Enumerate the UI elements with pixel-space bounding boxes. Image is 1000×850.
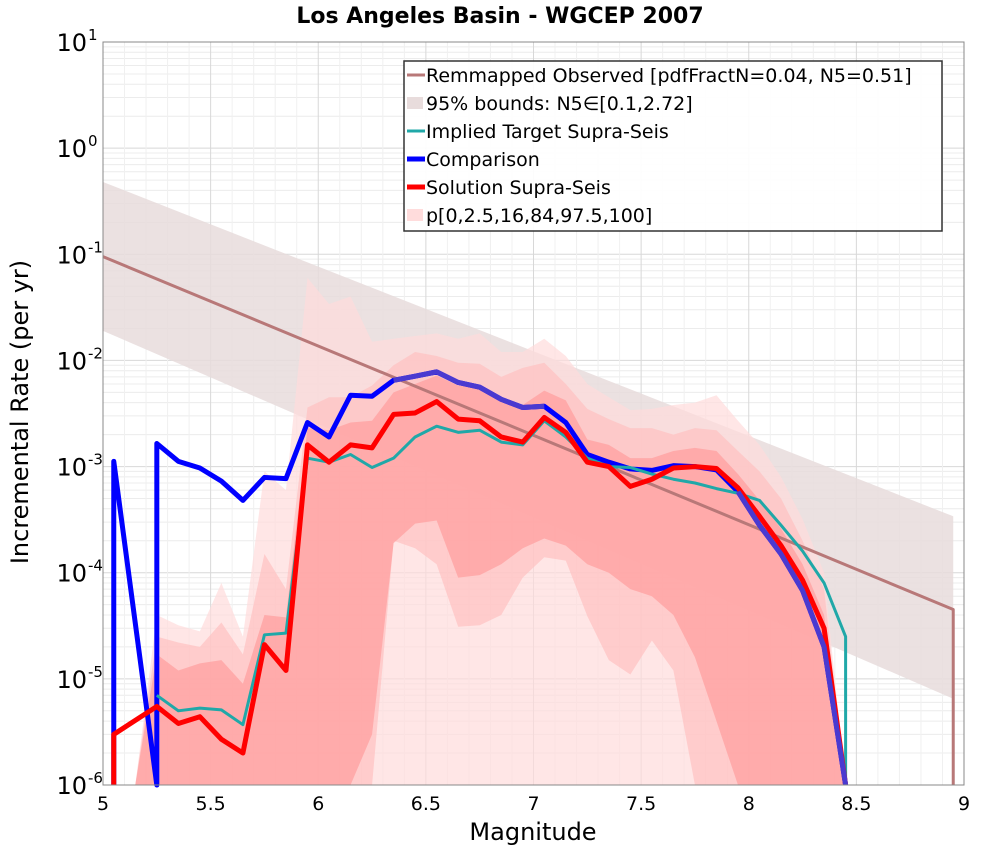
implied-target-line: [155, 419, 848, 785]
y-tick-exponent: -3: [88, 451, 103, 469]
y-tick-label: 10: [56, 29, 87, 57]
y-tick-exponent: -2: [88, 344, 103, 362]
x-tick-label: 9: [958, 793, 970, 815]
solution-line: [111, 399, 849, 786]
y-tick-exponent: -5: [88, 663, 103, 681]
y-tick-exponent: -6: [88, 769, 103, 787]
y-axis-label: Incremental Rate (per yr): [6, 260, 34, 564]
x-tick-label: 8.5: [841, 793, 871, 815]
x-tick-label: 5.5: [196, 793, 226, 815]
legend-swatch-patch: [407, 97, 423, 109]
x-tick-label: 5: [97, 793, 109, 815]
legend: Remmapped Observed [pdfFractN=0.04, N5=0…: [403, 60, 943, 232]
legend-swatch-patch: [407, 209, 423, 221]
remapped-observed-line: [102, 255, 955, 785]
y-tick-label: 10: [56, 454, 87, 482]
x-tick-label: 8: [743, 793, 755, 815]
y-tick-label: 10: [56, 772, 87, 800]
chart-title: Los Angeles Basin - WGCEP 2007: [296, 4, 703, 29]
x-tick-label: 6.5: [411, 793, 441, 815]
y-tick-exponent: -4: [88, 557, 103, 575]
y-tick-label: 10: [56, 666, 87, 694]
x-tick-labels: 5 5.5 6 6.5 7 7.5 8 8.5 9: [97, 793, 970, 815]
series-lines: [102, 255, 955, 788]
x-tick-label: 7.5: [626, 793, 656, 815]
legend-entry-label: Comparison: [426, 149, 540, 171]
legend-entry-label: 95% bounds: N5∈[0.1,2.72]: [426, 93, 693, 115]
legend-entry-label: Remmapped Observed [pdfFractN=0.04, N5=0…: [426, 65, 912, 87]
x-tick-label: 6: [312, 793, 324, 815]
y-tick-exponent: 0: [88, 132, 98, 150]
y-tick-label: 10: [56, 241, 87, 269]
y-tick-label: 10: [56, 560, 87, 588]
comparison-overlap-line: [735, 490, 849, 786]
legend-entry-label: Solution Supra-Seis: [426, 177, 611, 199]
legend-entry-label: p[0,2.5,16,84,97.5,100]: [426, 205, 652, 227]
y-tick-exponent: 1: [88, 26, 98, 44]
y-tick-exponent: -1: [88, 238, 103, 256]
y-tick-label: 10: [56, 347, 87, 375]
legend-entry-label: Implied Target Supra-Seis: [426, 121, 669, 143]
plot-frame: [102, 41, 965, 786]
legend-box: [403, 60, 943, 232]
y-tick-label: 10: [56, 135, 87, 163]
x-tick-label: 7: [527, 793, 539, 815]
comparison-overlap-mid-line: [393, 369, 545, 411]
x-axis-label: Magnitude: [469, 818, 596, 846]
